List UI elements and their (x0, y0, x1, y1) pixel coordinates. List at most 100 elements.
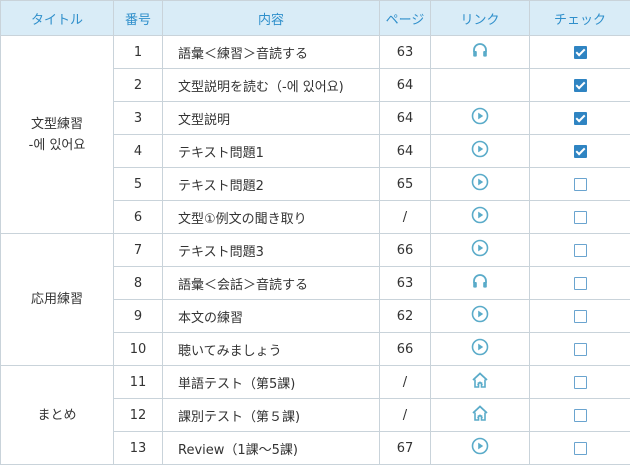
row-number: 4 (114, 135, 163, 168)
row-link (431, 168, 530, 201)
headphones-icon[interactable] (471, 272, 489, 294)
play-icon[interactable] (471, 206, 489, 228)
row-content: 単語テスト（第5課) (163, 366, 380, 399)
row-link (431, 102, 530, 135)
row-check (530, 69, 630, 102)
row-content: 語彙＜練習＞音読する (163, 36, 380, 69)
checkbox[interactable] (574, 79, 587, 92)
play-icon[interactable] (471, 173, 489, 195)
home-icon[interactable] (471, 404, 489, 426)
row-page: / (380, 366, 431, 399)
row-page: 64 (380, 135, 431, 168)
header-content: 内容 (163, 1, 380, 36)
row-check (530, 366, 630, 399)
checkbox[interactable] (574, 376, 587, 389)
row-check (530, 135, 630, 168)
row-check (530, 300, 630, 333)
row-number: 5 (114, 168, 163, 201)
row-link (431, 366, 530, 399)
row-number: 11 (114, 366, 163, 399)
row-check (530, 201, 630, 234)
row-number: 8 (114, 267, 163, 300)
play-icon[interactable] (471, 305, 489, 327)
row-link (431, 234, 530, 267)
row-check (530, 102, 630, 135)
row-link (431, 267, 530, 300)
row-content: Review（1課～5課) (163, 432, 380, 465)
play-icon[interactable] (471, 239, 489, 261)
row-link (431, 432, 530, 465)
play-icon[interactable] (471, 338, 489, 360)
row-content: 文型①例文の聞き取り (163, 201, 380, 234)
group-title: まとめ (1, 366, 114, 465)
row-check (530, 267, 630, 300)
row-number: 7 (114, 234, 163, 267)
group-title-line: -에 있어요 (1, 135, 113, 156)
play-icon[interactable] (471, 140, 489, 162)
checkbox[interactable] (574, 178, 587, 191)
header-page: ページ (380, 1, 431, 36)
row-page: 62 (380, 300, 431, 333)
row-link (431, 399, 530, 432)
row-page: 64 (380, 102, 431, 135)
checkbox[interactable] (574, 277, 587, 290)
group-title-line: 文型練習 (1, 114, 113, 135)
row-number: 2 (114, 69, 163, 102)
row-number: 12 (114, 399, 163, 432)
checkbox[interactable] (574, 112, 587, 125)
row-check (530, 168, 630, 201)
header-title: タイトル (1, 1, 114, 36)
header-row: タイトル 番号 内容 ページ リンク チェック (1, 1, 630, 36)
row-check (530, 234, 630, 267)
checkbox[interactable] (574, 244, 587, 257)
play-icon[interactable] (471, 437, 489, 459)
row-content: 本文の練習 (163, 300, 380, 333)
row-check (530, 399, 630, 432)
checkbox[interactable] (574, 46, 587, 59)
row-content: 文型説明 (163, 102, 380, 135)
play-icon[interactable] (471, 107, 489, 129)
row-number: 13 (114, 432, 163, 465)
row-number: 10 (114, 333, 163, 366)
row-link (431, 36, 530, 69)
header-link: リンク (431, 1, 530, 36)
row-content: テキスト問題3 (163, 234, 380, 267)
headphones-icon[interactable] (471, 41, 489, 63)
row-check (530, 333, 630, 366)
row-content: 課別テスト（第５課) (163, 399, 380, 432)
row-content: 文型説明を読む（-에 있어요) (163, 69, 380, 102)
checkbox[interactable] (574, 145, 587, 158)
checkbox[interactable] (574, 409, 587, 422)
group-title-line: まとめ (1, 405, 113, 426)
checkbox[interactable] (574, 310, 587, 323)
row-page: 64 (380, 69, 431, 102)
row-number: 9 (114, 300, 163, 333)
row-content: テキスト問題1 (163, 135, 380, 168)
group-title: 応用練習 (1, 234, 114, 366)
checkbox[interactable] (574, 343, 587, 356)
row-page: / (380, 201, 431, 234)
header-check: チェック (530, 1, 630, 36)
row-page: 67 (380, 432, 431, 465)
home-icon[interactable] (471, 371, 489, 393)
row-link (431, 135, 530, 168)
row-content: 語彙＜会話＞音読する (163, 267, 380, 300)
checkbox[interactable] (574, 442, 587, 455)
row-content: テキスト問題2 (163, 168, 380, 201)
row-page: 66 (380, 234, 431, 267)
row-page: 66 (380, 333, 431, 366)
checkbox[interactable] (574, 211, 587, 224)
row-check (530, 432, 630, 465)
row-link (431, 69, 530, 102)
row-page: 63 (380, 36, 431, 69)
row-link (431, 333, 530, 366)
row-number: 6 (114, 201, 163, 234)
row-content: 聴いてみましょう (163, 333, 380, 366)
row-link (431, 201, 530, 234)
row-check (530, 36, 630, 69)
header-number: 番号 (114, 1, 163, 36)
